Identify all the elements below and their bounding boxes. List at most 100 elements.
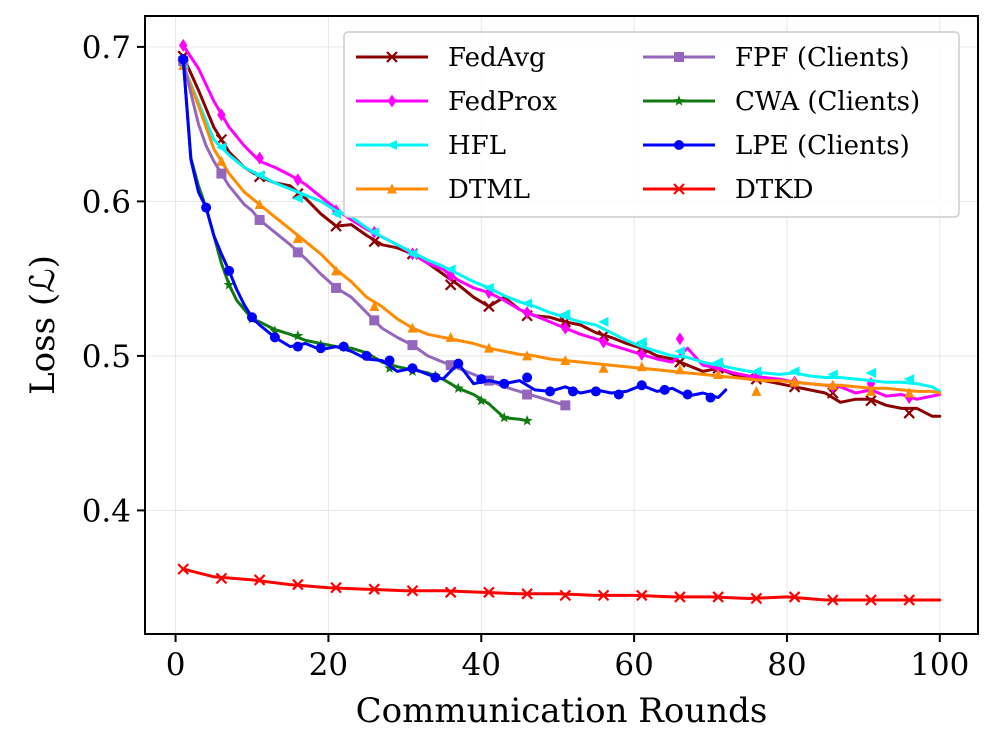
data-point xyxy=(590,386,601,397)
data-point xyxy=(269,325,281,336)
data-point xyxy=(330,581,342,594)
data-point xyxy=(215,572,228,585)
data-point xyxy=(338,341,349,352)
data-point xyxy=(224,265,235,276)
data-point xyxy=(705,392,716,403)
data-point xyxy=(201,202,212,213)
data-point xyxy=(866,385,877,396)
legend-label: FPF (Clients) xyxy=(735,43,910,73)
legend-item: CWA (Clients) xyxy=(643,87,920,117)
data-point xyxy=(750,592,763,605)
data-point xyxy=(599,335,608,349)
series-dtml xyxy=(178,59,942,398)
series-line xyxy=(181,567,942,602)
legend-marker xyxy=(673,95,685,106)
data-point xyxy=(674,364,685,375)
data-point xyxy=(559,309,571,320)
data-point xyxy=(682,389,693,400)
data-point xyxy=(292,193,303,204)
data-point xyxy=(751,385,762,396)
x-axis-label: Communication Rounds xyxy=(356,691,768,731)
data-point xyxy=(292,341,303,352)
data-point xyxy=(903,407,915,419)
data-point xyxy=(445,264,456,275)
data-point xyxy=(330,220,342,232)
data-point xyxy=(559,589,572,602)
legend-marker xyxy=(386,140,397,150)
data-point xyxy=(865,367,877,378)
data-point xyxy=(406,248,418,259)
data-point xyxy=(865,594,877,606)
data-point xyxy=(178,54,189,65)
tick-layer: 0 20 40 60 80 100 0.4 0.5 0.6 0.7 xyxy=(82,30,970,683)
x-tick-label: 0 xyxy=(166,647,186,683)
y-tick-label: 0.4 xyxy=(82,493,131,529)
data-point xyxy=(217,108,226,122)
legend-marker xyxy=(386,51,398,63)
data-point xyxy=(483,300,495,313)
data-point xyxy=(598,362,609,373)
legend-item: LPE (Clients) xyxy=(643,131,910,161)
data-point xyxy=(567,386,578,397)
data-point xyxy=(407,322,418,333)
data-point xyxy=(636,336,647,347)
series-line xyxy=(181,63,942,393)
x-tick-label: 80 xyxy=(767,647,806,683)
data-point xyxy=(444,586,457,599)
data-point xyxy=(292,247,303,258)
x-tick-label: 40 xyxy=(462,647,501,683)
data-point xyxy=(827,369,838,380)
legend-item: DTML xyxy=(356,175,530,205)
data-point xyxy=(545,386,556,397)
data-point xyxy=(215,142,227,153)
data-point xyxy=(255,151,264,165)
data-point xyxy=(865,394,877,407)
data-point xyxy=(521,415,533,426)
data-point xyxy=(483,282,494,293)
data-point xyxy=(331,265,342,276)
data-point xyxy=(560,400,571,411)
data-point xyxy=(674,346,685,357)
data-point xyxy=(674,591,686,603)
legend-label: FedProx xyxy=(448,87,557,117)
data-point xyxy=(216,168,227,179)
legend-label: DTKD xyxy=(735,175,813,205)
data-point xyxy=(522,389,533,400)
data-point xyxy=(476,374,487,385)
data-point xyxy=(789,376,800,387)
x-tick-label: 100 xyxy=(910,647,969,683)
data-point xyxy=(713,368,724,379)
data-point xyxy=(560,355,571,366)
data-point xyxy=(331,282,342,293)
data-point xyxy=(369,300,380,311)
data-point xyxy=(499,378,510,389)
data-point xyxy=(521,588,533,600)
y-axis-label: Loss (ℒ) xyxy=(23,255,63,395)
data-point xyxy=(452,382,464,393)
data-point xyxy=(522,350,533,361)
legend-label: CWA (Clients) xyxy=(735,87,920,117)
legend-label: LPE (Clients) xyxy=(735,131,910,161)
data-point xyxy=(788,591,801,603)
legend-marker xyxy=(673,183,685,195)
data-point xyxy=(315,343,326,354)
series-line xyxy=(181,57,728,400)
data-point xyxy=(522,306,532,320)
data-point xyxy=(368,235,381,248)
x-tick-label: 20 xyxy=(309,647,348,683)
data-point xyxy=(407,363,418,374)
y-tick-label: 0.6 xyxy=(82,184,131,220)
data-point xyxy=(597,589,610,602)
legend-label: DTML xyxy=(448,175,530,205)
series-hfl xyxy=(177,60,942,393)
legend: FedAvg FedProx HFL DTML FPF (Clients) CWA (Cl… xyxy=(343,31,960,218)
series-layer xyxy=(177,38,942,606)
data-point xyxy=(292,232,303,243)
data-point xyxy=(483,586,495,599)
data-point xyxy=(636,361,647,372)
y-tick-label: 0.7 xyxy=(82,30,131,66)
data-point xyxy=(445,360,456,371)
data-point xyxy=(292,578,304,591)
data-point xyxy=(223,279,235,290)
